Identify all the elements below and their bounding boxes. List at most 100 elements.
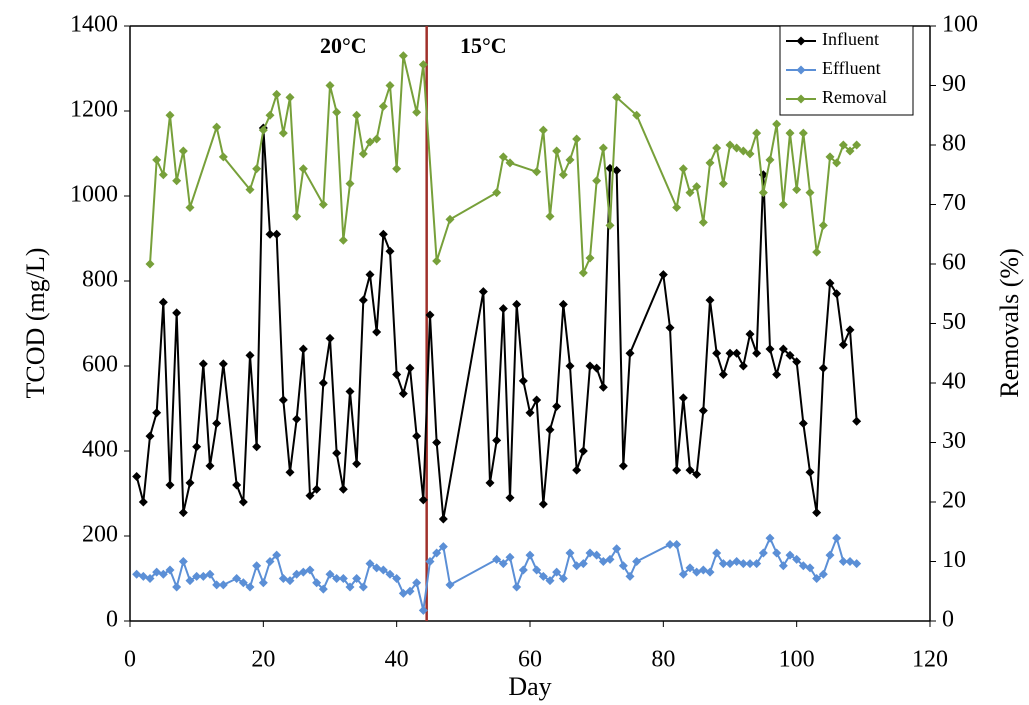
data-point (412, 107, 422, 117)
data-point (518, 565, 528, 575)
data-point (678, 164, 688, 174)
data-point (765, 155, 775, 165)
data-point (732, 143, 742, 153)
data-point (385, 569, 395, 579)
legend-label: Influent (822, 29, 879, 49)
data-point (252, 561, 262, 571)
data-point (158, 170, 168, 180)
data-point (758, 188, 768, 198)
data-point (705, 158, 715, 168)
data-point (598, 382, 608, 392)
data-point (572, 134, 582, 144)
data-point (372, 563, 382, 573)
data-point (205, 461, 215, 471)
data-point (752, 348, 762, 358)
data-point (578, 268, 588, 278)
data-point (278, 128, 288, 138)
y2-tick-label: 10 (942, 547, 966, 573)
data-point (298, 567, 308, 577)
data-point (365, 270, 375, 280)
data-point (712, 348, 722, 358)
data-point (845, 146, 855, 156)
data-point (738, 146, 748, 156)
data-point (825, 152, 835, 162)
data-point (365, 559, 375, 569)
data-point (785, 350, 795, 360)
data-point (665, 540, 675, 549)
data-point (805, 563, 815, 573)
data-point (552, 567, 562, 577)
data-point (252, 442, 262, 452)
data-point (265, 229, 275, 239)
data-point (692, 469, 702, 479)
data-point (352, 574, 362, 583)
data-point (152, 155, 162, 165)
y2-tick-label: 70 (942, 190, 966, 216)
y2-tick-label: 30 (942, 428, 966, 454)
data-point (172, 176, 182, 186)
data-point (265, 557, 275, 566)
data-point (672, 540, 682, 549)
data-point (172, 308, 182, 318)
data-point (398, 588, 408, 598)
data-point (325, 333, 335, 343)
data-point (185, 202, 195, 212)
data-point (592, 363, 602, 373)
data-point (545, 425, 555, 435)
data-point (285, 467, 295, 477)
data-point (372, 327, 382, 337)
data-point (758, 548, 768, 558)
data-point (212, 580, 222, 590)
data-point (172, 582, 182, 592)
data-point (532, 565, 542, 575)
data-point (252, 164, 262, 174)
data-point (745, 559, 755, 569)
data-point (485, 478, 495, 488)
data-point (632, 557, 642, 566)
data-point (792, 185, 802, 195)
data-point (518, 376, 528, 386)
data-point (578, 559, 588, 569)
data-point (605, 554, 615, 564)
data-point (325, 569, 335, 579)
data-point (352, 110, 362, 120)
data-point (372, 134, 382, 144)
data-point (525, 408, 535, 418)
data-point (205, 569, 215, 579)
data-point (438, 542, 448, 552)
data-point (838, 557, 848, 566)
data-point (538, 125, 548, 135)
data-point (698, 217, 708, 227)
data-point (238, 497, 248, 507)
y2-tick-label: 100 (942, 12, 978, 38)
data-point (718, 370, 728, 379)
data-point (145, 259, 155, 269)
data-point (498, 152, 508, 162)
data-point (492, 554, 502, 564)
data-point (752, 128, 762, 138)
x-tick-label: 100 (779, 647, 815, 673)
y-tick-label: 1400 (70, 12, 118, 38)
data-point (585, 548, 595, 558)
data-point (445, 214, 455, 224)
data-point (185, 478, 195, 488)
data-point (498, 304, 508, 314)
data-point (745, 149, 755, 159)
data-point (525, 550, 535, 560)
data-point (732, 557, 742, 566)
data-point (852, 416, 862, 426)
data-point (292, 211, 302, 221)
data-point (152, 567, 162, 577)
data-point (432, 548, 442, 558)
data-point (378, 101, 388, 111)
data-point (665, 323, 675, 333)
data-point (532, 167, 542, 177)
data-point (365, 137, 375, 147)
data-point (792, 357, 802, 367)
data-point (218, 359, 228, 369)
x-tick-label: 120 (912, 647, 948, 673)
data-point (385, 246, 395, 256)
data-point (312, 484, 322, 494)
data-point (425, 557, 435, 566)
legend-label: Effluent (822, 58, 881, 78)
